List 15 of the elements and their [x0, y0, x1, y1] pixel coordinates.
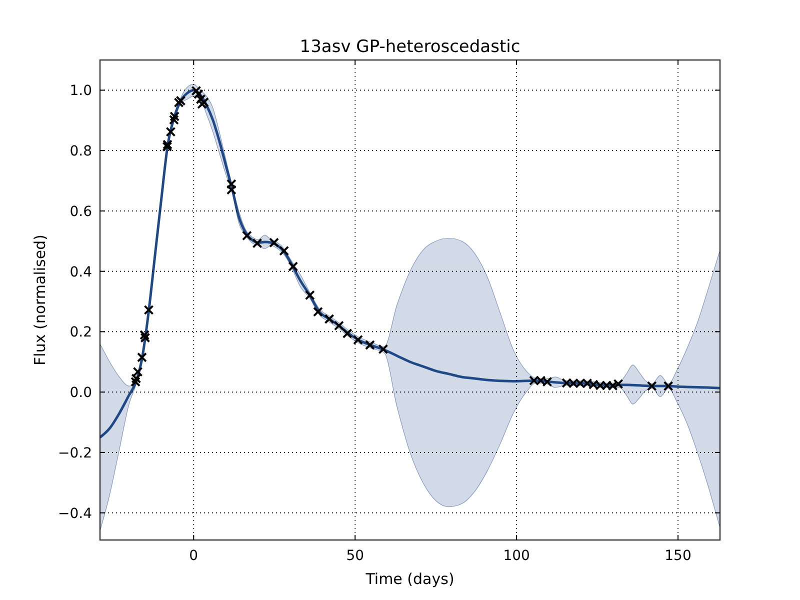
- x-tick-label: 0: [189, 548, 198, 564]
- y-tick-label: 0.2: [70, 324, 92, 341]
- y-tick-label: −0.2: [58, 445, 92, 462]
- x-axis-title: Time (days): [364, 570, 454, 588]
- y-tick-label: −0.4: [58, 506, 92, 522]
- y-axis-title: Flux (normalised): [31, 234, 49, 366]
- y-tick-label: 0.6: [70, 204, 92, 220]
- x-tick-label: 150: [664, 548, 692, 564]
- chart-title: 13asv GP-heteroscedastic: [300, 37, 520, 57]
- y-tick-label: 1.0: [70, 83, 92, 100]
- y-tick-label: 0.8: [70, 144, 92, 160]
- x-tick-label: 100: [503, 548, 530, 564]
- x-tick-label: 50: [346, 548, 364, 564]
- y-tick-label: 0.0: [70, 385, 92, 402]
- y-tick-label: 0.4: [70, 264, 92, 280]
